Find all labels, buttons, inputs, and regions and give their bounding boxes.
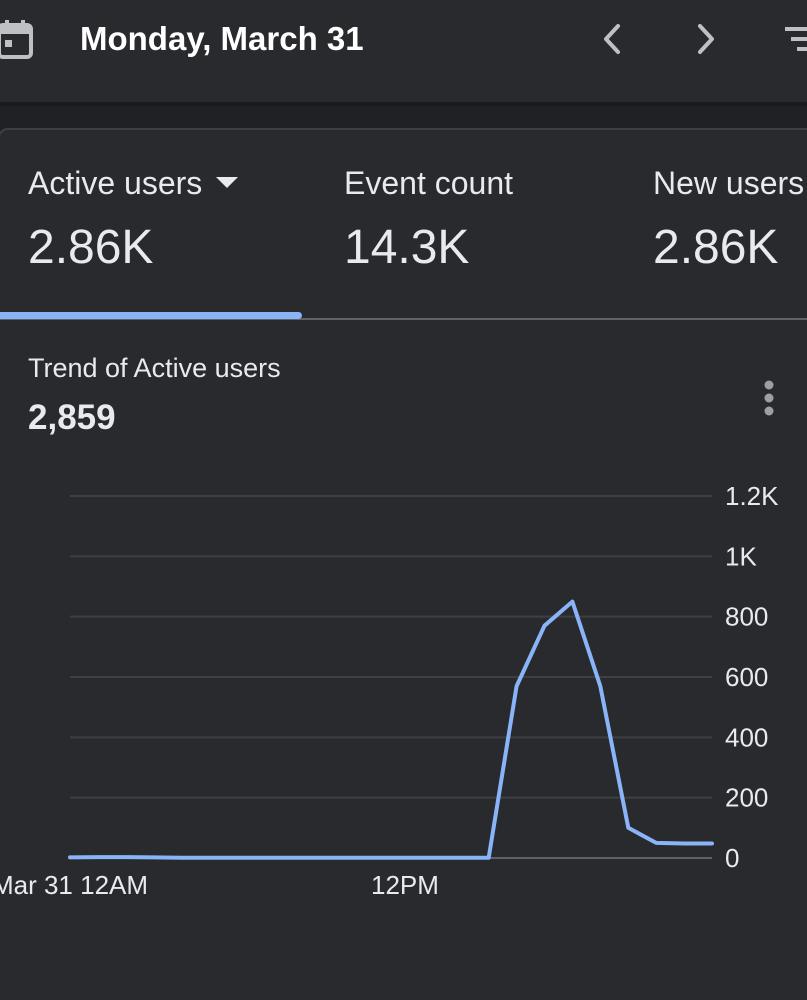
x-tick-label: 12PM <box>371 870 439 900</box>
more-options-button[interactable] <box>752 376 786 422</box>
y-tick-label: 200 <box>725 783 768 813</box>
selected-tab-indicator <box>0 312 302 319</box>
metric-label: Active users <box>28 165 203 201</box>
filter-button[interactable] <box>770 16 807 62</box>
y-tick-label: 600 <box>725 662 768 692</box>
metric-value: 2.86K <box>28 221 154 274</box>
y-tick-label: 1K <box>725 541 757 571</box>
metric-tab-event-count[interactable]: Event count 14.3K <box>344 160 624 320</box>
trend-line-chart: 0 200 400 600 800 1K 1.2K Mar 31 12AM 12PM <box>0 481 779 900</box>
y-tick-label: 400 <box>725 722 768 752</box>
series-line-active-users <box>68 599 714 860</box>
metric-value: 14.3K <box>344 221 470 274</box>
chevron-left-icon <box>604 24 620 54</box>
next-day-button[interactable] <box>682 16 728 62</box>
metric-tab-new-users[interactable]: New users 2.86K <box>653 160 807 320</box>
previous-day-button[interactable] <box>590 16 636 62</box>
x-tick-label: Mar 31 12AM <box>0 870 148 900</box>
date-title: Monday, March 31 <box>80 20 364 57</box>
y-tick-label: 0 <box>725 843 739 873</box>
chevron-right-icon <box>698 24 714 54</box>
dropdown-caret-icon[interactable] <box>216 177 239 189</box>
metric-label-row: Active users <box>28 160 239 206</box>
trend-total: 2,859 <box>28 398 116 437</box>
top-app-bar: Monday, March 31 <box>0 0 807 106</box>
y-tick-label: 800 <box>725 602 768 632</box>
metric-tab-active-users[interactable]: Active users 2.86K <box>28 160 308 320</box>
y-tick-label: 1.2K <box>725 481 779 511</box>
analytics-card: Active users 2.86K Event count 14.3K New… <box>0 128 807 1000</box>
metric-label: Event count <box>344 165 513 201</box>
metric-value: 2.86K <box>653 221 779 274</box>
metric-label: New users <box>653 165 805 201</box>
more-vert-icon <box>764 380 774 416</box>
tab-divider <box>0 318 807 320</box>
trend-title: Trend of Active users <box>28 353 281 383</box>
calendar-icon[interactable] <box>0 18 34 60</box>
filter-icon <box>785 27 807 51</box>
